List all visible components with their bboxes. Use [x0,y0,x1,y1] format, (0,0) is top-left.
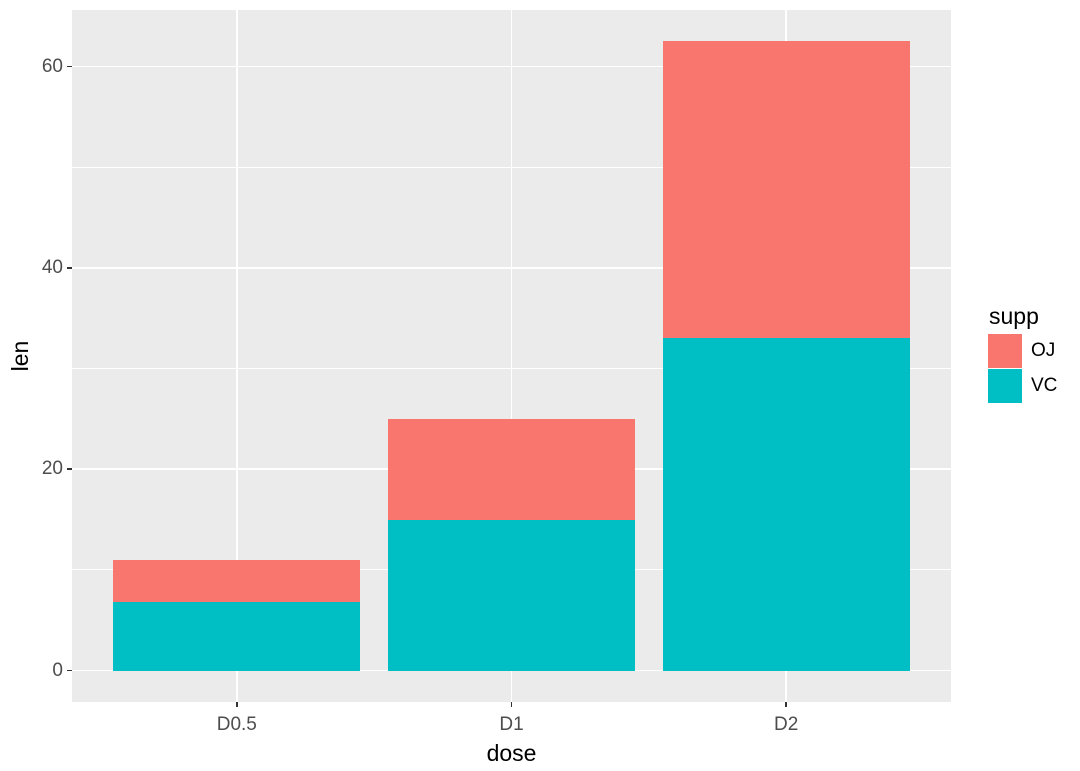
x-tick-label: D0.5 [216,714,257,735]
major-gridline-vertical [510,10,513,702]
x-tick-mark [510,702,513,707]
legend-swatch-oj [988,334,1022,368]
bar-segment-vc-d2 [662,338,910,671]
legend-title: supp [989,303,1039,329]
y-axis-title: len [7,340,33,372]
legend-swatch-vc [988,369,1022,403]
legend-entry-vc: VC [988,369,1057,403]
y-tick-label: 0 [52,659,63,681]
bar-segment-vc-d1 [387,519,636,671]
y-tick-mark [67,267,72,269]
y-tick-label: 20 [41,458,63,480]
x-tick-mark [236,702,238,707]
x-tick-label: D1 [499,714,524,735]
legend: supp OJ VC [988,303,1057,404]
legend-label-vc: VC [1031,375,1058,396]
legend-entries: OJ VC [988,334,1057,403]
x-tick-mark [785,702,787,707]
x-tick-label: D2 [774,714,799,735]
y-tick-label: 40 [41,256,63,278]
major-gridline-vertical [236,10,238,702]
x-axis-title: dose [486,740,537,766]
legend-label-oj: OJ [1031,340,1056,361]
bar-segment-oj-d2 [662,41,910,339]
bar-segment-oj-d1 [387,418,636,520]
y-tick-label: 60 [41,55,63,77]
plot-panel [72,10,951,702]
y-tick-mark [67,468,72,470]
bar-segment-oj-d0.5 [113,559,361,603]
y-tick-mark [67,65,72,68]
legend-entry-oj: OJ [988,334,1057,368]
bar-segment-vc-d0.5 [113,602,361,671]
y-tick-mark [67,669,72,672]
